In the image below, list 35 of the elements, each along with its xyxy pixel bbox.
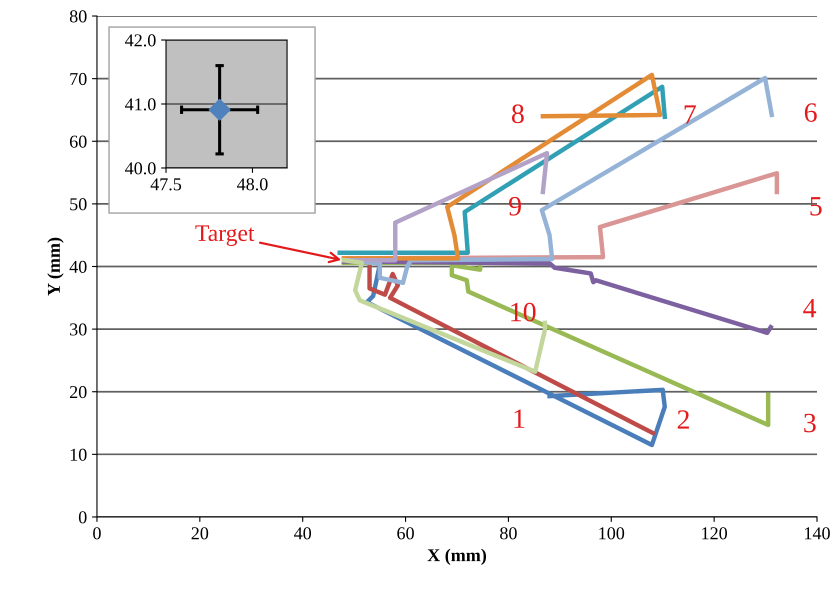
x-tick-label: 48.0 bbox=[237, 178, 268, 190]
x-tick-label: 100 bbox=[599, 527, 624, 540]
series-label: 8 bbox=[512, 104, 524, 124]
x-tick-label: 80 bbox=[500, 527, 517, 540]
y-tick-label: 40 bbox=[70, 260, 87, 273]
y-axis-title: Y (mm) bbox=[47, 238, 64, 296]
y-tick-label: 0 bbox=[78, 511, 87, 524]
y-tick-label: 10 bbox=[70, 448, 87, 461]
series-label: 5 bbox=[810, 197, 822, 216]
series-label: 4 bbox=[803, 298, 816, 318]
x-tick-label: 20 bbox=[192, 527, 208, 540]
series-label: 7 bbox=[684, 105, 696, 124]
y-tick-label: 41.0 bbox=[125, 98, 156, 111]
series-label: 3 bbox=[804, 414, 816, 432]
y-tick-label: 30 bbox=[70, 323, 87, 336]
x-tick-label: 120 bbox=[702, 527, 727, 540]
line-series bbox=[342, 150, 550, 262]
x-tick-label: 60 bbox=[397, 527, 414, 540]
annotation: Target bbox=[195, 225, 254, 246]
y-tick-label: 80 bbox=[70, 10, 87, 22]
x-axis-title: X (mm) bbox=[427, 548, 486, 565]
y-tick-label: 42.0 bbox=[125, 34, 156, 47]
x-tick-label: 47.5 bbox=[150, 178, 182, 190]
x-tick-label: 140 bbox=[805, 527, 830, 540]
y-tick-label: 20 bbox=[70, 386, 87, 398]
y-tick-label: 70 bbox=[70, 72, 87, 86]
x-tick-label: 40 bbox=[294, 527, 312, 540]
series-label: 1 bbox=[514, 409, 524, 428]
y-tick-label: 50 bbox=[70, 198, 87, 210]
y-tick-label: 60 bbox=[70, 136, 87, 148]
series-label: 6 bbox=[804, 103, 817, 122]
y-tick-label: 40.0 bbox=[125, 162, 156, 174]
x-tick-label: 0 bbox=[93, 527, 101, 540]
line-series bbox=[342, 258, 548, 374]
series-label: 2 bbox=[678, 410, 689, 429]
